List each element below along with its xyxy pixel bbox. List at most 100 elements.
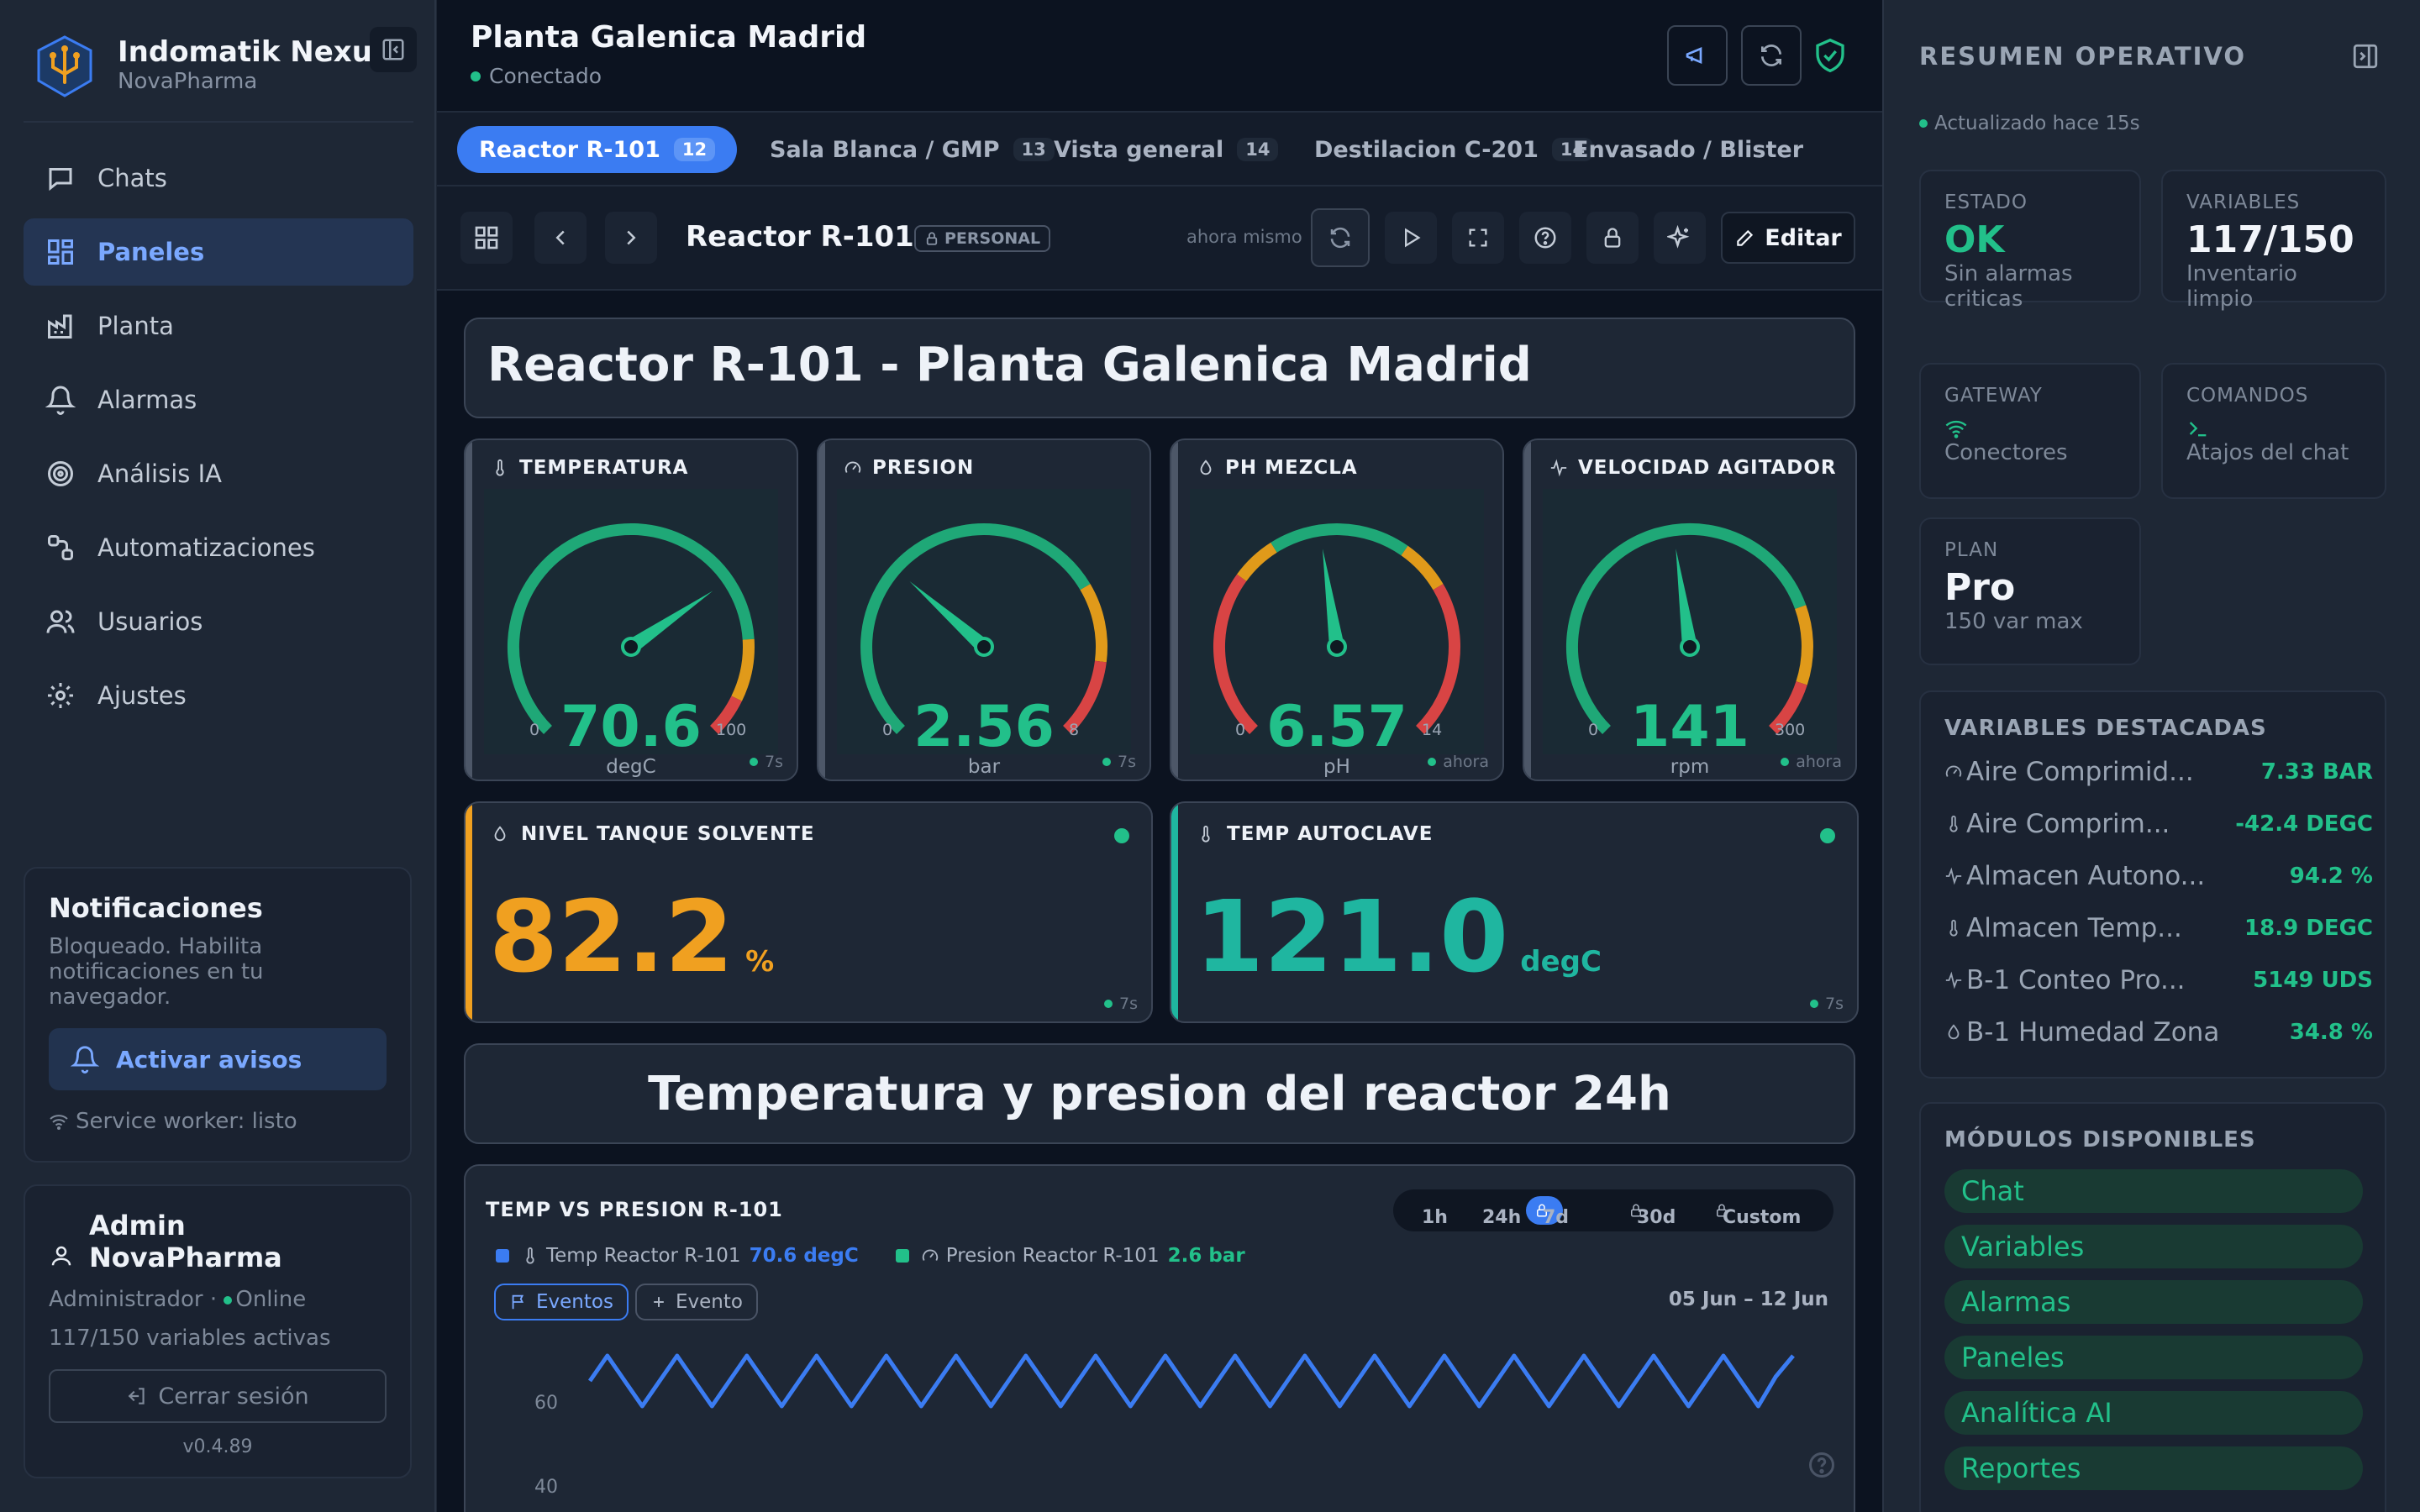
sidebar-item-paneles[interactable]: Paneles: [24, 218, 413, 286]
range-24h[interactable]: 24h: [1465, 1196, 1521, 1228]
module-chat[interactable]: Chat: [1944, 1169, 2363, 1213]
tab-sala-blanca-gmp[interactable]: Sala Blanca / GMP 13: [748, 126, 1076, 173]
sidebar-item-alarmas[interactable]: Alarmas: [24, 366, 413, 433]
sidebar-item-label: Alarmas: [97, 386, 197, 414]
module-anal-tica-ai[interactable]: Analítica AI: [1944, 1391, 2363, 1435]
gauge-panel-ph-mezcla[interactable]: PH MEZCLA 6.57 pH 0 14 ahora: [1170, 438, 1504, 781]
kpi-value: 121.0: [1195, 879, 1509, 995]
card-sub: Conectores: [1944, 440, 2068, 465]
range-30d[interactable]: 30d: [1620, 1196, 1676, 1228]
wifi-icon: [50, 1115, 68, 1130]
featured-variables-card: VARIABLES DESTACADAS Aire Comprimid... 7.…: [1919, 690, 2386, 1079]
panel-accent-bar: [818, 440, 825, 780]
automation-icon: [48, 535, 73, 560]
user-icon: [51, 1246, 71, 1266]
refresh-button[interactable]: [1741, 25, 1802, 86]
kpi-unit: degC: [1520, 945, 1602, 979]
legend-item[interactable]: Presion Reactor R-101 2.6 bar: [895, 1245, 1245, 1267]
range-1h[interactable]: 1h: [1405, 1196, 1448, 1228]
user-presence: Online: [235, 1287, 307, 1312]
grid-view-button[interactable]: [460, 212, 513, 264]
summary-card-plan[interactable]: PLAN Pro 150 var max: [1919, 517, 2141, 665]
gauge-unit: pH: [1323, 756, 1350, 778]
card-label: VARIABLES: [2186, 192, 2301, 213]
lock-icon: [1537, 1204, 1547, 1217]
reload-button[interactable]: [1311, 208, 1370, 267]
featured-variable-row[interactable]: B-1 Humedad Zona 34.8 %: [1944, 1013, 2373, 1052]
sidebar-item-chats[interactable]: Chats: [24, 144, 413, 212]
chart-title: TEMP VS PRESION R-101: [486, 1198, 783, 1221]
tab-vista-general[interactable]: Vista general 14: [1032, 126, 1300, 173]
gauge-max-label: 8: [1069, 721, 1080, 739]
sidebar-item-automatizaciones[interactable]: Automatizaciones: [24, 514, 413, 581]
ai-sparkle-button[interactable]: [1654, 212, 1706, 264]
add-event-button[interactable]: Evento: [635, 1284, 758, 1320]
gauge-max-label: 100: [716, 721, 747, 739]
gauge-hub: [621, 637, 641, 657]
security-shield-icon[interactable]: [1813, 37, 1847, 74]
sidebar-item-label: Análisis IA: [97, 459, 222, 488]
summary-card-gateway[interactable]: GATEWAY Conectores: [1919, 363, 2141, 499]
lock-button[interactable]: [1586, 212, 1639, 264]
gauge-panel-temperatura[interactable]: TEMPERATURA 70.6 degC 0 100 7s: [464, 438, 798, 781]
featured-variable-row[interactable]: Aire Comprimid... 7.33 BAR: [1944, 753, 2373, 791]
gauge-panel-velocidad-agitador[interactable]: VELOCIDAD AGITADOR 141 rpm 0 300 ahora: [1523, 438, 1857, 781]
range-custom[interactable]: Custom: [1706, 1196, 1801, 1228]
panel-accent-bar: [466, 440, 472, 780]
announce-button[interactable]: [1667, 25, 1728, 86]
thermometer-icon: [1949, 919, 1958, 937]
summary-card-variables[interactable]: VARIABLES 117/150 Inventario limpio: [2161, 170, 2386, 312]
featured-variable-row[interactable]: B-1 Conteo Pro... 5149 UDS: [1944, 961, 2373, 1000]
gauge-needle: [1676, 549, 1697, 648]
featured-variable-row[interactable]: Almacen Temp... 18.9 DEGC: [1944, 909, 2373, 948]
summary-card-estado[interactable]: ESTADO OK Sin alarmas criticas: [1919, 170, 2141, 312]
module-alarmas[interactable]: Alarmas: [1944, 1280, 2363, 1324]
sidebar-item-label: Chats: [97, 164, 167, 192]
sidebar-item-an-lisis-ia[interactable]: Análisis IA: [24, 440, 413, 507]
module-paneles[interactable]: Paneles: [1944, 1336, 2363, 1379]
previous-button[interactable]: [534, 212, 587, 264]
section-title-panel: Temperatura y presion del reactor 24h: [464, 1043, 1855, 1144]
gauge-panel-presion[interactable]: PRESION 2.56 bar 0 8 7s: [817, 438, 1151, 781]
sidebar-item-planta[interactable]: Planta: [24, 292, 413, 360]
gauge-dial: [860, 523, 1107, 734]
card-value: OK: [1944, 218, 2005, 261]
fullscreen-button[interactable]: [1452, 212, 1504, 264]
gauge-hub: [1680, 637, 1700, 657]
play-button[interactable]: [1385, 212, 1437, 264]
user-card: Admin NovaPharma Administrador · Online …: [24, 1184, 412, 1478]
collapse-sidebar-button[interactable]: [370, 27, 417, 72]
sidebar-item-usuarios[interactable]: Usuarios: [24, 588, 413, 655]
gauge-label: VELOCIDAD AGITADOR: [1578, 457, 1837, 479]
tab-envasado-blister[interactable]: Envasado / Blister: [1551, 126, 1825, 173]
featured-variable-row[interactable]: Aire Comprim... -42.4 DEGC: [1944, 805, 2373, 843]
events-toggle-button[interactable]: Eventos: [494, 1284, 629, 1320]
fullscreen-icon: [1469, 228, 1487, 247]
tab-reactor-r-101[interactable]: Reactor R-101 12: [457, 126, 738, 173]
summary-card-comandos[interactable]: COMANDOS Atajos del chat: [2161, 363, 2386, 499]
chevron-right-icon: [627, 230, 636, 245]
featured-variable-row[interactable]: Almacen Autono... 94.2 %: [1944, 857, 2373, 895]
panel-accent-bar: [1171, 440, 1178, 780]
edit-button[interactable]: Editar: [1721, 212, 1855, 264]
close-panel-button[interactable]: [2351, 42, 2380, 71]
chart-help-icon[interactable]: [1807, 1450, 1837, 1480]
legend-name: Presion Reactor R-101: [945, 1245, 1160, 1267]
variable-value: 7.33 BAR: [2260, 759, 2373, 785]
next-button[interactable]: [605, 212, 657, 264]
gauge-body: 70.6 degC: [484, 489, 778, 778]
add-event-label: Evento: [676, 1291, 743, 1313]
kpi-panel-nivel-tanque-solvente[interactable]: NIVEL TANQUE SOLVENTE 82.2% 7s: [464, 801, 1153, 1023]
edit-label: Editar: [1765, 224, 1842, 251]
tab-destilacion-c-201[interactable]: Destilacion C-201 14: [1292, 126, 1615, 173]
range-7d[interactable]: 7d: [1526, 1196, 1569, 1228]
sidebar-item-ajustes[interactable]: Ajustes: [24, 662, 413, 729]
enable-alerts-button[interactable]: Activar avisos: [49, 1028, 387, 1090]
logout-button[interactable]: Cerrar sesión: [49, 1369, 387, 1423]
module-variables[interactable]: Variables: [1944, 1225, 2363, 1268]
thermometer-icon: [496, 459, 504, 476]
module-reportes[interactable]: Reportes: [1944, 1446, 2363, 1490]
legend-item[interactable]: Temp Reactor R-101 70.6 degC: [496, 1245, 859, 1267]
kpi-panel-temp-autoclave[interactable]: TEMP AUTOCLAVE 121.0 degC 7s: [1170, 801, 1859, 1023]
help-button[interactable]: [1519, 212, 1571, 264]
